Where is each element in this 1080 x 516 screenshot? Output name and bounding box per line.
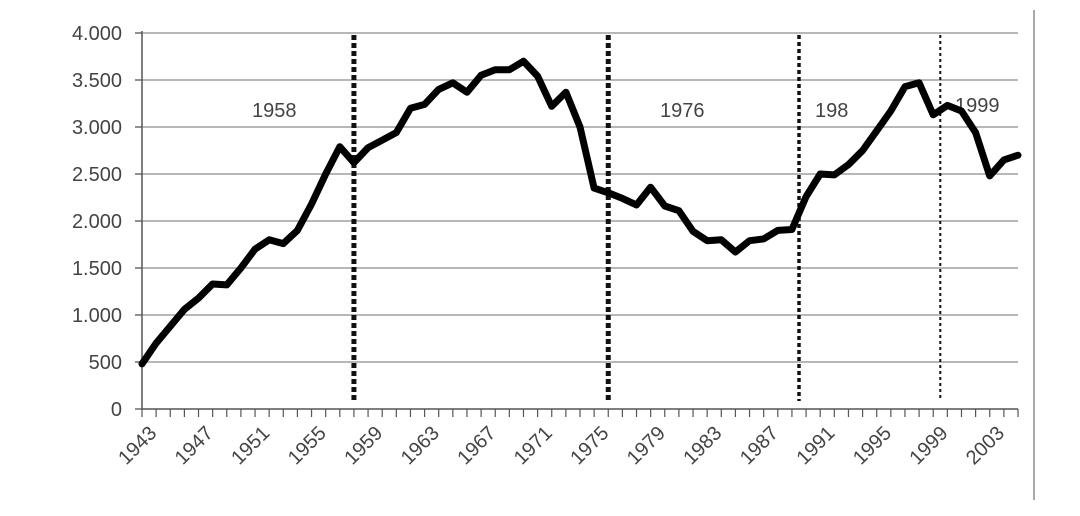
x-axis: 1943 1947 1951 1955 1959 1963 1967 1971 1975 1979… <box>114 408 1019 469</box>
annotation-label: 1958 <box>252 100 297 122</box>
y-tick-label: 2.500 <box>72 164 122 186</box>
x-tick-label: 1955 <box>284 422 331 469</box>
y-tick-label: 3.000 <box>72 117 122 139</box>
y-tick-label: 1.000 <box>72 305 122 327</box>
y-axis: 0 500 1.000 1.500 2.000 2.500 3.000 3.500 4.000 <box>72 23 143 421</box>
x-tick-label: 1967 <box>453 422 500 469</box>
x-tick-label: 1959 <box>340 422 387 469</box>
x-tick-label: 1943 <box>114 422 161 469</box>
y-tick-label: 3.500 <box>72 70 122 92</box>
x-tick-label: 1951 <box>227 422 274 469</box>
x-tick-label: 1979 <box>623 422 670 469</box>
series-line <box>138 57 1022 368</box>
series-layer <box>138 57 1022 368</box>
x-tick-label: 1947 <box>171 422 218 469</box>
x-tick-label: 1971 <box>510 422 557 469</box>
annotation-label: 198 <box>815 100 848 122</box>
grid-lines <box>142 32 1018 363</box>
y-tick-label: 500 <box>89 352 122 374</box>
x-tick-label: 2003 <box>962 422 1009 469</box>
x-tick-label: 1995 <box>849 422 896 469</box>
y-tick-label: 4.000 <box>72 23 122 45</box>
x-tick-label: 1991 <box>792 422 839 469</box>
x-tick-label: 1963 <box>397 422 444 469</box>
annotation-label: 1999 <box>955 95 1000 117</box>
x-tick-label: 1983 <box>679 422 726 469</box>
annotation-label: 1976 <box>660 100 705 122</box>
x-tick-label: 1999 <box>905 422 952 469</box>
annotation-lines: 1958 1976 198 1999 <box>252 35 1000 401</box>
x-tick-label: 1987 <box>736 422 783 469</box>
x-tick-label: 1975 <box>566 422 613 469</box>
y-tick-label: 1.500 <box>72 258 122 280</box>
y-tick-label: 0 <box>111 399 122 421</box>
y-tick-label: 2.000 <box>72 211 122 233</box>
